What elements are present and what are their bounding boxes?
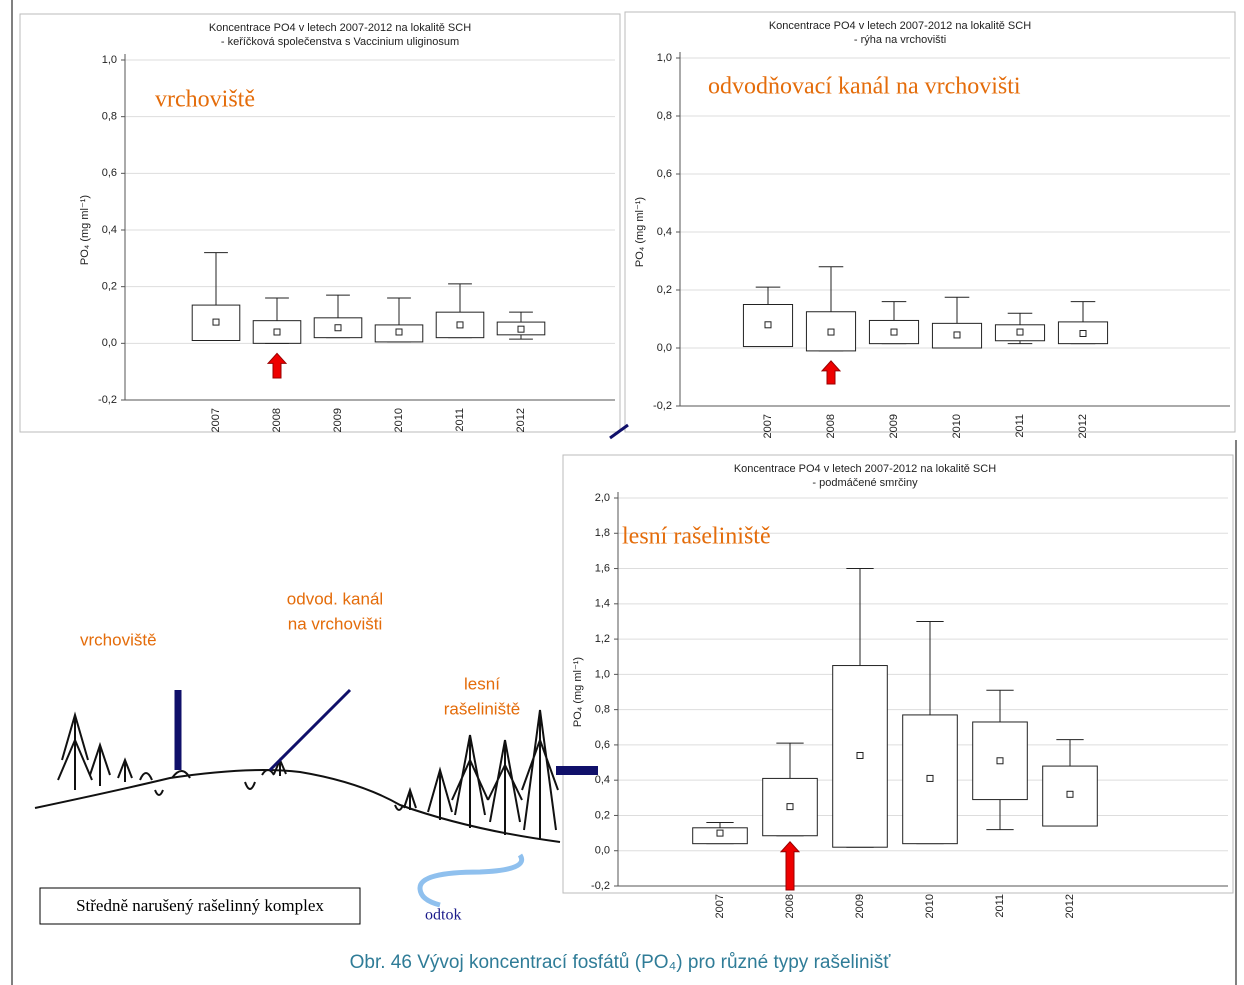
arrow <box>268 688 352 772</box>
center-marker <box>334 324 342 332</box>
label: lesní <box>464 674 500 693</box>
x-tick-label: 2011 <box>994 894 1006 918</box>
center-marker <box>1079 330 1087 337</box>
y-tick-label: 0,4 <box>657 226 672 238</box>
x-tick-label: 2009 <box>888 414 900 438</box>
x-tick-label: 2007 <box>714 894 726 918</box>
label-box <box>39 887 361 925</box>
label: vrchoviště <box>80 630 157 649</box>
y-tick-label: 0,4 <box>595 774 610 786</box>
y-tick-label: 0,8 <box>595 704 610 716</box>
y-tick-label: 1,2 <box>595 633 610 645</box>
x-tick-label: 2010 <box>951 414 963 438</box>
chart-subtitle: - rýha na vrchovišti <box>854 34 946 46</box>
annotation: odvodňovací kanál na vrchovišti <box>708 74 1021 100</box>
x-tick-label: 2012 <box>1077 414 1089 438</box>
center-marker <box>1066 790 1074 798</box>
center-marker <box>926 774 934 782</box>
y-tick-label: 0,4 <box>102 224 117 236</box>
label: Středně narušený rašelinný komplex <box>76 896 324 915</box>
label: rašeliniště <box>444 699 521 718</box>
y-axis-label: PO₄ (mg ml⁻¹) <box>634 197 646 267</box>
y-tick-label: 0,2 <box>102 281 117 293</box>
center-marker <box>517 325 525 333</box>
chart-subtitle: - podmáčené smrčiny <box>812 477 918 489</box>
y-tick-label: 0,2 <box>657 284 672 296</box>
y-tick-label: 1,0 <box>102 54 117 66</box>
center-marker <box>764 321 772 329</box>
y-tick-label: 0,0 <box>595 845 610 857</box>
x-tick-label: 2009 <box>332 408 344 432</box>
center-marker <box>953 331 961 339</box>
chart-subtitle: - keříčková společenstva s Vaccinium uli… <box>221 36 459 48</box>
label: na vrchovišti <box>288 614 382 633</box>
y-tick-label: 0,0 <box>102 337 117 349</box>
chart-frame <box>624 11 1236 433</box>
y-tick-label: 0,0 <box>657 342 672 354</box>
label: odtok <box>425 907 461 924</box>
y-tick-label: 0,2 <box>595 809 610 821</box>
center-marker <box>273 328 281 336</box>
landscape <box>34 709 561 843</box>
x-tick-label: 2008 <box>271 408 283 432</box>
x-tick-label: 2011 <box>1014 414 1026 438</box>
chart-title: Koncentrace PO4 v letech 2007-2012 na lo… <box>209 22 471 34</box>
x-tick-label: 2007 <box>762 414 774 438</box>
annotation: vrchoviště <box>155 87 255 113</box>
x-tick-label: 2008 <box>825 414 837 438</box>
y-tick-label: 1,0 <box>657 52 672 64</box>
center-marker <box>212 318 220 326</box>
y-tick-label: -0,2 <box>653 400 672 412</box>
highlight-arrow <box>820 360 842 385</box>
y-tick-label: 0,8 <box>657 110 672 122</box>
y-tick-label: 1,4 <box>595 598 610 610</box>
center-marker <box>890 328 898 336</box>
center-marker <box>996 757 1004 765</box>
highlight-arrow <box>266 352 288 379</box>
y-tick-label: 0,6 <box>595 739 610 751</box>
x-tick-label: 2009 <box>854 894 866 918</box>
x-tick-label: 2007 <box>210 408 222 432</box>
y-tick-label: 1,8 <box>595 527 610 539</box>
chart-title: Koncentrace PO4 v letech 2007-2012 na lo… <box>734 463 996 475</box>
x-tick-label: 2012 <box>515 408 527 432</box>
y-tick-label: 2,0 <box>595 492 610 504</box>
y-tick-label: 0,6 <box>657 168 672 180</box>
marker <box>556 766 598 775</box>
x-tick-label: 2012 <box>1064 894 1076 918</box>
label: odvod. kanál <box>287 589 383 608</box>
chart-frame <box>19 13 621 433</box>
marker <box>609 423 629 440</box>
center-marker <box>395 328 403 336</box>
x-tick-label: 2008 <box>784 894 796 918</box>
center-marker <box>856 751 864 759</box>
center-marker <box>827 328 835 336</box>
annotation: lesní rašeliniště <box>622 524 771 550</box>
y-tick-label: 0,8 <box>102 111 117 123</box>
y-axis-label: PO₄ (mg ml⁻¹) <box>572 657 584 727</box>
stream <box>417 853 525 908</box>
center-marker <box>786 803 794 811</box>
x-tick-label: 2011 <box>454 408 466 432</box>
y-tick-label: -0,2 <box>591 880 610 892</box>
y-tick-label: 1,6 <box>595 562 610 574</box>
center-marker <box>1016 328 1024 336</box>
highlight-arrow <box>779 840 801 891</box>
x-tick-label: 2010 <box>393 408 405 432</box>
x-tick-label: 2010 <box>924 894 936 918</box>
y-axis-label: PO₄ (mg ml⁻¹) <box>79 195 91 265</box>
y-tick-label: 0,6 <box>102 167 117 179</box>
chart-title: Koncentrace PO4 v letech 2007-2012 na lo… <box>769 20 1031 32</box>
center-marker <box>456 321 464 329</box>
y-tick-label: -0,2 <box>98 394 117 406</box>
y-tick-label: 1,0 <box>595 668 610 680</box>
caption: Obr. 46 Vývoj koncentrací fosfátů (PO₄) … <box>350 952 892 973</box>
center-marker <box>716 829 724 837</box>
